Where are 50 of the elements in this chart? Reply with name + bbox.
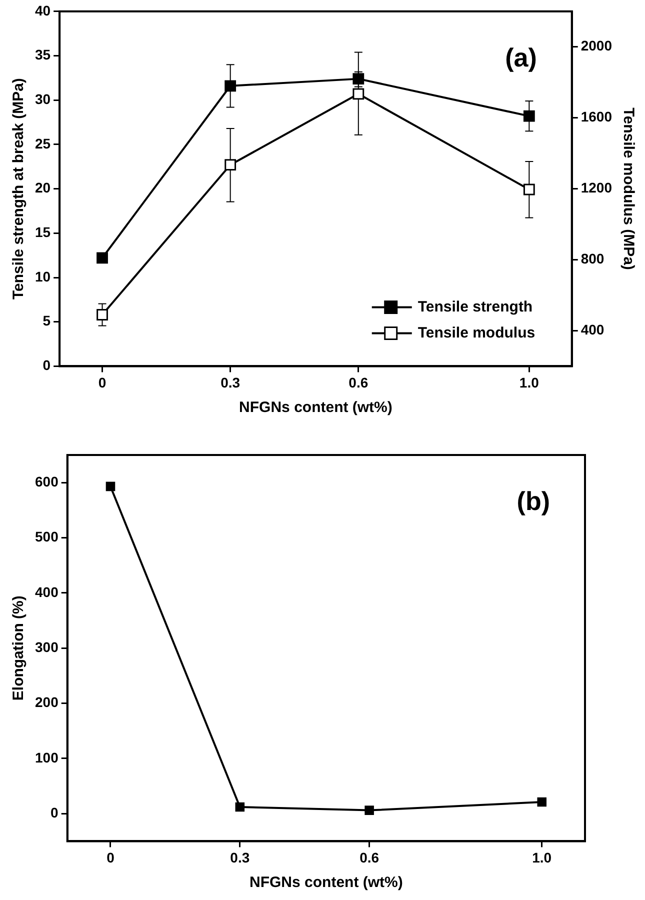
point — [523, 110, 535, 122]
x-tick-label: 0 — [106, 849, 115, 866]
x-tick-label: 0.6 — [360, 849, 380, 866]
y2-tick-label: 1200 — [580, 180, 612, 196]
y-tick-label: 25 — [34, 135, 51, 152]
point — [96, 252, 108, 264]
point — [537, 797, 547, 807]
y-tick-label: 300 — [35, 638, 59, 655]
y-tick-label: 20 — [34, 180, 51, 196]
y2-tick-label: 1600 — [580, 108, 612, 125]
y-axis-title: Tensile strength at break (MPa) — [10, 78, 28, 300]
point — [352, 73, 364, 85]
y-tick-label: 30 — [34, 90, 51, 107]
point — [523, 184, 535, 196]
y-tick-label: 10 — [34, 268, 51, 284]
x-tick-label: 0.6 — [348, 374, 368, 390]
x-tick-label: 0.3 — [230, 849, 250, 866]
x-axis-title: NFGNs content (wt%) — [239, 399, 392, 416]
x-tick-label: 1.0 — [519, 374, 540, 390]
annotation: (b) — [516, 486, 550, 516]
point — [106, 482, 116, 492]
point — [235, 802, 245, 812]
y-axis-title: Elongation (%) — [10, 596, 28, 701]
y-tick-label: 0 — [42, 357, 51, 374]
y2-tick-label: 2000 — [580, 38, 612, 54]
x-tick-label: 1.0 — [532, 849, 552, 866]
legend-label: Tensile modulus — [418, 324, 536, 342]
y2-tick-label: 400 — [580, 322, 604, 338]
y2-tick-label: 800 — [580, 250, 604, 267]
point — [352, 88, 364, 100]
y-tick-label: 500 — [35, 528, 59, 545]
legend-label: Tensile strength — [418, 298, 533, 316]
point — [96, 309, 108, 320]
x-tick-label: 0 — [98, 374, 106, 390]
y-tick-label: 40 — [34, 2, 51, 18]
point — [224, 159, 236, 171]
point — [364, 806, 374, 815]
annotation: (a) — [505, 42, 537, 73]
y2-axis-title: Tensile modulus (MPa) — [620, 108, 637, 270]
y-tick-label: 100 — [35, 749, 59, 766]
y-tick-label: 5 — [42, 312, 51, 329]
y-tick-label: 0 — [50, 804, 59, 820]
x-axis-title: NFGNs content (wt%) — [250, 874, 403, 892]
y-tick-label: 35 — [34, 46, 51, 63]
y-tick-label: 400 — [35, 584, 59, 600]
point — [224, 80, 236, 92]
y-tick-label: 600 — [35, 473, 59, 490]
x-tick-label: 0.3 — [220, 374, 240, 390]
y-tick-label: 15 — [34, 224, 51, 240]
y-tick-label: 200 — [35, 694, 59, 710]
